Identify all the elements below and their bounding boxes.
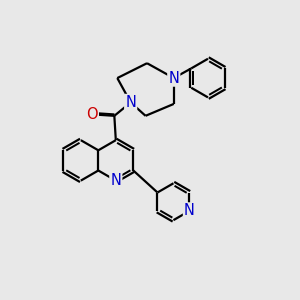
Text: N: N xyxy=(168,70,179,86)
Text: N: N xyxy=(110,173,121,188)
Text: N: N xyxy=(125,95,136,110)
Text: N: N xyxy=(184,203,195,218)
Text: O: O xyxy=(86,107,98,122)
